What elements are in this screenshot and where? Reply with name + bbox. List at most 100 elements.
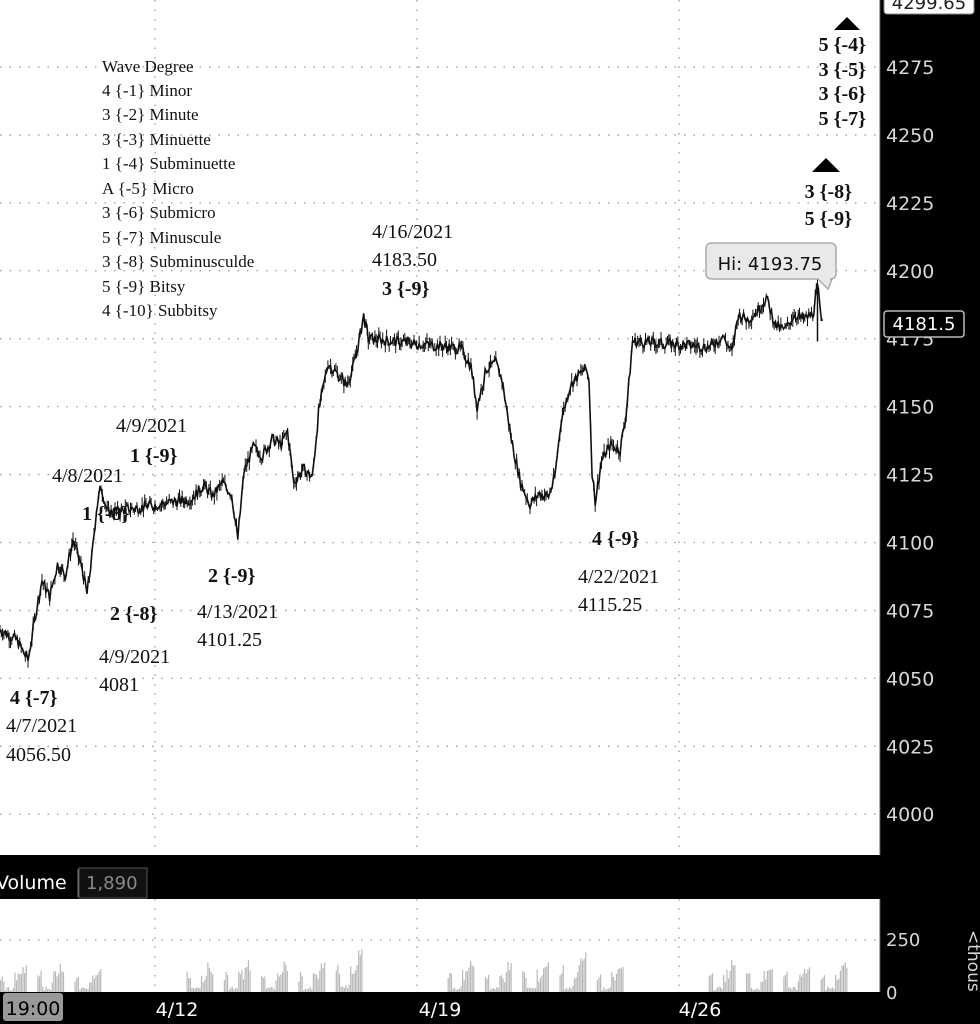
volume-bar bbox=[497, 987, 499, 992]
volume-bar bbox=[541, 975, 543, 992]
wave-date: 4/13/2021 bbox=[197, 601, 278, 623]
volume-bar bbox=[510, 963, 512, 992]
volume-bar bbox=[831, 987, 833, 992]
volume-bar bbox=[465, 971, 467, 992]
volume-bar bbox=[620, 968, 622, 992]
volume-bar bbox=[208, 967, 211, 992]
volume-bar bbox=[40, 970, 42, 992]
volume-bar bbox=[760, 981, 762, 992]
volume-bar bbox=[575, 977, 577, 992]
volume-bar bbox=[523, 972, 525, 992]
volume-bar bbox=[750, 987, 752, 992]
volume-bar bbox=[805, 973, 807, 992]
volume-bar bbox=[797, 981, 799, 992]
volume-bar bbox=[830, 988, 832, 992]
volume-bar bbox=[265, 988, 268, 992]
volume-bar bbox=[317, 979, 319, 992]
wave-date: 4/9/2021 bbox=[99, 646, 170, 668]
volume-bar bbox=[22, 967, 24, 992]
volume-bar bbox=[489, 989, 491, 992]
volume-bar bbox=[784, 974, 787, 992]
volume-bar bbox=[726, 969, 728, 992]
volume-bar bbox=[463, 980, 465, 992]
volume-bar bbox=[93, 978, 95, 992]
volume-bar bbox=[802, 973, 804, 992]
wave-stack-label: 3 {-6} bbox=[819, 83, 867, 105]
volume-bar bbox=[188, 978, 190, 992]
volume-bar bbox=[546, 965, 548, 992]
volume-bar bbox=[273, 989, 276, 992]
volume-bar bbox=[230, 987, 232, 992]
volume-bar bbox=[766, 970, 768, 992]
volume-bar bbox=[319, 970, 321, 992]
x-tick-label: 4/26 bbox=[679, 999, 722, 1021]
volume-bar bbox=[822, 977, 824, 992]
volume-value: 1,890 bbox=[86, 873, 138, 894]
legend-item: 1 {-4} Subminuette bbox=[102, 154, 235, 173]
volume-bar bbox=[758, 990, 760, 992]
volume-bar bbox=[723, 974, 725, 992]
volume-bar bbox=[460, 986, 462, 992]
wave-price: 4081 bbox=[99, 674, 139, 696]
volume-bar bbox=[38, 976, 41, 992]
volume-bar bbox=[800, 976, 803, 992]
volume-bar bbox=[508, 970, 511, 992]
volume-bar bbox=[62, 972, 65, 992]
legend-item: 4 {-10} Subbitsy bbox=[102, 301, 218, 320]
volume-bar bbox=[46, 989, 49, 992]
volume-bar bbox=[611, 972, 613, 992]
wave-stack-label: 5 {-4} bbox=[819, 34, 867, 56]
volume-bar bbox=[749, 973, 751, 992]
volume-bar bbox=[718, 986, 720, 992]
volume-bar bbox=[191, 988, 193, 992]
wave-label: 4 {-9} bbox=[592, 528, 640, 550]
volume-bar bbox=[561, 973, 563, 992]
wave-stack-label: 5 {-9} bbox=[805, 208, 853, 230]
volume-bar bbox=[338, 973, 341, 992]
volume-bar bbox=[306, 989, 308, 992]
volume-bar bbox=[500, 975, 503, 992]
hi-callout[interactable]: Hi: 4193.75 bbox=[705, 242, 837, 291]
volume-bar bbox=[225, 971, 227, 992]
x-tick-current-box bbox=[3, 993, 63, 1021]
volume-bar bbox=[361, 949, 363, 992]
volume-bar bbox=[573, 978, 576, 992]
volume-bar bbox=[285, 964, 287, 992]
volume-bar bbox=[468, 967, 470, 992]
volume-bar bbox=[617, 969, 619, 992]
volume-bar bbox=[786, 971, 788, 992]
volume-bar bbox=[841, 965, 843, 992]
volume-bar bbox=[76, 978, 78, 992]
x-tick-label: 4/19 bbox=[419, 999, 462, 1021]
volume-bar bbox=[846, 967, 848, 992]
legend-item: 5 {-9} Bitsy bbox=[102, 277, 186, 296]
volume-bar bbox=[454, 987, 456, 992]
volume-bar bbox=[6, 987, 8, 992]
volume-bar bbox=[351, 974, 353, 992]
volume-bar bbox=[827, 986, 829, 992]
volume-bar bbox=[246, 966, 248, 992]
volume-bar bbox=[74, 981, 76, 992]
volume-bar bbox=[791, 989, 793, 992]
volume-bar bbox=[48, 989, 50, 992]
volume-bar bbox=[527, 988, 529, 992]
volume-bar bbox=[280, 974, 282, 992]
volume-bar bbox=[711, 973, 714, 992]
volume-bar bbox=[622, 966, 624, 992]
volume-bar bbox=[843, 965, 845, 992]
volume-y-tick-label: 250 bbox=[886, 930, 920, 951]
volume-bar bbox=[770, 969, 772, 992]
volume-bar bbox=[89, 982, 91, 992]
volume-bar bbox=[90, 982, 92, 992]
y-tick-label: 4050 bbox=[886, 668, 934, 690]
volume-bar bbox=[278, 976, 280, 992]
volume-zero-tick: 0 bbox=[886, 983, 897, 1004]
volume-bar bbox=[458, 988, 460, 992]
volume-bar bbox=[311, 989, 313, 992]
y-tick-label: 4025 bbox=[886, 736, 934, 758]
volume-bar bbox=[577, 972, 579, 992]
wave-label: 1 {-8} bbox=[82, 503, 130, 525]
legend-item: 3 {-3} Minuette bbox=[102, 130, 211, 149]
volume-bar bbox=[228, 989, 230, 992]
volume-bar bbox=[20, 974, 22, 992]
